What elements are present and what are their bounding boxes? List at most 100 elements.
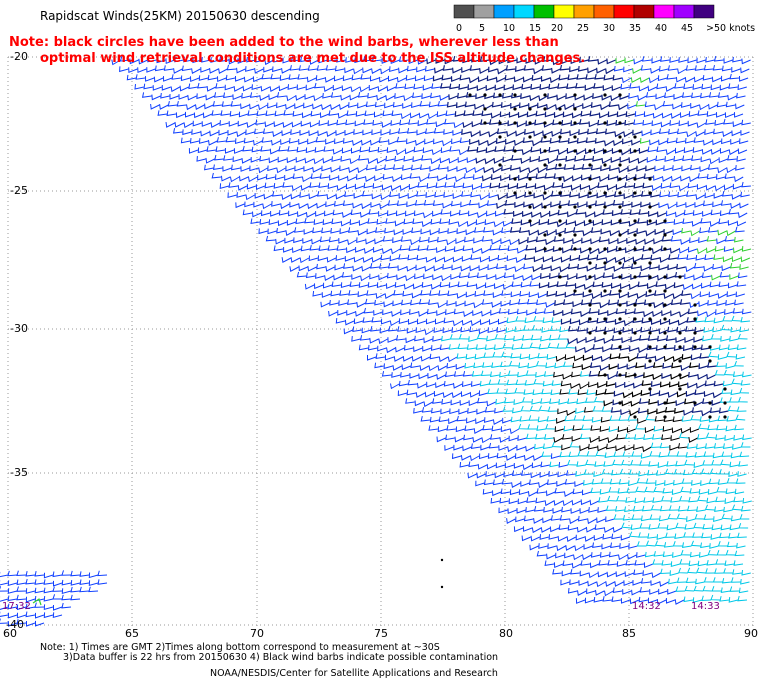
wind-barb bbox=[462, 370, 473, 377]
wind-barb bbox=[562, 560, 573, 567]
lon-label-75: 75 bbox=[374, 627, 388, 640]
wind-barb bbox=[498, 507, 508, 514]
wind-barb bbox=[642, 182, 653, 189]
wind-barb bbox=[450, 274, 460, 280]
wind-barb bbox=[670, 235, 681, 242]
wind-barb bbox=[226, 64, 237, 71]
wind-barb bbox=[341, 212, 352, 218]
wind-barb bbox=[414, 400, 424, 407]
wind-barb bbox=[401, 364, 411, 371]
wind-barb bbox=[527, 237, 537, 243]
wind-barb bbox=[446, 425, 456, 431]
wind-barb bbox=[397, 326, 407, 332]
wind-barb bbox=[574, 545, 584, 552]
contamination-dot bbox=[588, 149, 592, 153]
contamination-dot bbox=[663, 303, 667, 307]
wind-barb bbox=[740, 316, 751, 323]
wind-barb bbox=[453, 382, 463, 389]
wind-barb bbox=[680, 175, 690, 182]
wind-barb bbox=[597, 58, 607, 65]
wind-barb bbox=[583, 94, 593, 101]
wind-barb bbox=[463, 434, 473, 441]
wind-barb bbox=[362, 190, 372, 197]
wind-barb bbox=[193, 112, 204, 119]
wind-barb bbox=[165, 58, 175, 65]
wind-barb bbox=[486, 400, 496, 407]
wind-barb bbox=[189, 138, 200, 144]
wind-barb bbox=[672, 103, 682, 110]
wind-barb bbox=[601, 282, 612, 288]
wind-barb bbox=[716, 101, 727, 108]
wind-barb bbox=[344, 319, 355, 326]
wind-barb bbox=[618, 292, 629, 299]
wind-barb bbox=[635, 238, 645, 245]
wind-barb bbox=[413, 346, 423, 353]
wind-barb bbox=[565, 342, 576, 349]
wind-barb bbox=[330, 227, 340, 234]
wind-barb bbox=[572, 425, 582, 431]
wind-barb bbox=[43, 604, 54, 610]
wind-barb bbox=[399, 185, 410, 191]
wind-barb bbox=[659, 257, 670, 263]
contamination-dot bbox=[588, 331, 592, 335]
wind-barb bbox=[352, 202, 362, 209]
wind-barb bbox=[673, 282, 684, 289]
wind-barb bbox=[673, 94, 683, 100]
contamination-dot bbox=[528, 191, 532, 195]
wind-barb bbox=[716, 550, 727, 556]
wind-barb bbox=[197, 147, 208, 154]
contamination-dot bbox=[573, 93, 577, 97]
wind-barb bbox=[555, 355, 566, 362]
wind-barb bbox=[537, 416, 548, 423]
wind-barb bbox=[386, 347, 396, 354]
legend-swatch bbox=[573, 4, 595, 19]
wind-barb bbox=[310, 173, 321, 180]
wind-barb bbox=[608, 487, 619, 493]
contamination-dot bbox=[618, 261, 622, 265]
wind-barb bbox=[582, 354, 593, 361]
wind-barb bbox=[650, 442, 661, 449]
wind-barb bbox=[584, 211, 595, 218]
wind-barb bbox=[200, 67, 210, 73]
wind-barb bbox=[688, 371, 698, 378]
wind-barb bbox=[733, 560, 744, 566]
wind-barb bbox=[724, 309, 734, 315]
wind-barb bbox=[0, 586, 9, 592]
wind-barb bbox=[471, 370, 482, 377]
wind-barb bbox=[349, 158, 359, 165]
wind-barb bbox=[603, 400, 613, 407]
wind-barb bbox=[623, 131, 633, 138]
wind-barb bbox=[629, 209, 640, 216]
wind-barb bbox=[529, 405, 540, 412]
wind-barb bbox=[630, 459, 640, 466]
wind-barb bbox=[419, 100, 430, 107]
wind-barb bbox=[322, 282, 333, 289]
wind-barb bbox=[588, 381, 598, 388]
wind-barb bbox=[371, 193, 381, 200]
wind-barb bbox=[390, 185, 401, 191]
wind-barb bbox=[522, 464, 533, 471]
wind-barb bbox=[470, 191, 480, 198]
wind-barb bbox=[676, 451, 687, 457]
wind-barb bbox=[197, 82, 207, 89]
wind-barb bbox=[648, 461, 658, 467]
wind-barb bbox=[624, 119, 634, 126]
wind-barb bbox=[599, 488, 610, 495]
wind-barb bbox=[505, 327, 515, 333]
wind-barb bbox=[565, 93, 575, 100]
wind-barb bbox=[285, 104, 295, 110]
contamination-dot bbox=[663, 401, 667, 405]
wind-barb bbox=[259, 155, 269, 162]
wind-barb bbox=[435, 382, 445, 389]
wind-barb bbox=[428, 425, 438, 431]
wind-barb bbox=[562, 176, 573, 183]
wind-barb bbox=[339, 290, 349, 296]
wind-barb bbox=[411, 102, 421, 108]
wind-barb bbox=[566, 147, 577, 154]
wind-barb bbox=[246, 56, 256, 63]
wind-barb bbox=[326, 256, 337, 263]
wind-barb bbox=[486, 210, 496, 217]
wind-barb bbox=[43, 587, 54, 594]
wind-barb bbox=[516, 247, 527, 254]
wind-barb bbox=[545, 362, 555, 369]
